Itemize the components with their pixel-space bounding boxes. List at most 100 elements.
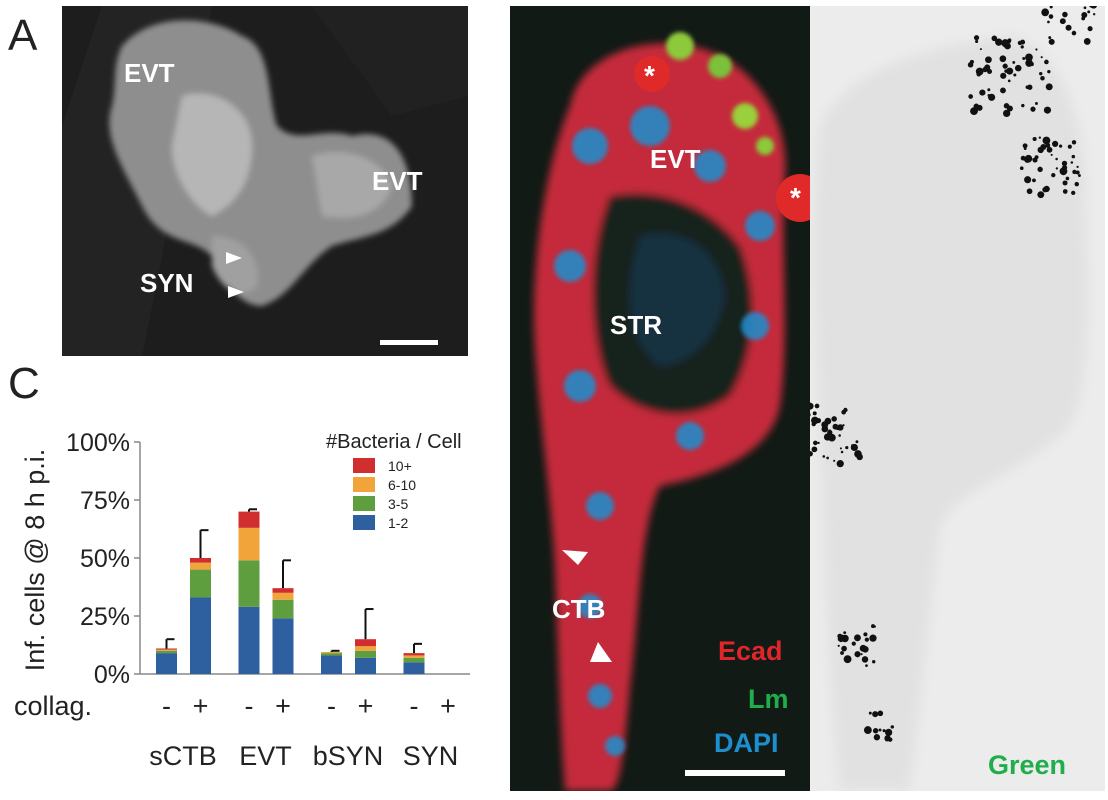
bar-segment-6-10 — [156, 649, 177, 651]
puncta — [885, 728, 893, 737]
bar-segment-10+ — [190, 558, 211, 563]
puncta — [1065, 24, 1072, 31]
puncta — [1000, 72, 1007, 79]
bar-segment-3-5 — [403, 657, 425, 663]
puncta — [1043, 106, 1052, 114]
puncta — [975, 39, 979, 44]
puncta — [841, 645, 847, 652]
puncta — [885, 739, 888, 742]
puncta — [1049, 6, 1053, 9]
puncta — [839, 447, 842, 450]
puncta — [826, 456, 829, 460]
label-evt-right: EVT — [372, 166, 423, 196]
puncta — [979, 89, 986, 96]
puncta — [1062, 189, 1068, 194]
puncta — [995, 38, 1003, 46]
puncta — [871, 624, 875, 629]
puncta — [813, 440, 818, 446]
y-tick-label: 100% — [66, 429, 130, 457]
bar-segment-10+ — [156, 648, 177, 650]
puncta — [1087, 10, 1091, 14]
puncta — [1074, 181, 1079, 187]
puncta — [811, 416, 819, 425]
puncta — [1041, 8, 1050, 17]
y-tick-label: 0% — [94, 661, 130, 689]
bar-segment-1-2 — [272, 618, 294, 674]
legend-swatch — [353, 458, 375, 473]
scale-bar — [380, 340, 438, 345]
puncta — [1050, 153, 1053, 156]
group-label: sCTB — [149, 741, 217, 771]
puncta — [1051, 140, 1059, 148]
puncta — [831, 416, 837, 422]
puncta — [1026, 188, 1033, 195]
x-axis-labels: - + - + - + - +sCTB EVT bSYN SYN — [149, 691, 458, 771]
puncta — [837, 424, 844, 431]
puncta — [827, 429, 833, 436]
puncta — [1071, 30, 1077, 36]
collag-label: collag. — [14, 691, 92, 721]
legend-swatch — [353, 515, 375, 530]
puncta — [843, 631, 847, 635]
bar-segment-10+ — [238, 511, 260, 528]
bar-segment-1-2 — [403, 662, 425, 674]
puncta — [1012, 60, 1016, 64]
y-tick-label: 50% — [80, 545, 130, 573]
bar-segment-6-10 — [355, 646, 376, 651]
legend: #Bacteria / Cell 10+ 6-10 3-5 1-2 — [326, 431, 462, 531]
puncta — [840, 450, 844, 454]
puncta — [1065, 176, 1070, 181]
puncta — [872, 728, 879, 734]
collag-sign: + — [358, 691, 374, 721]
puncta — [839, 638, 843, 643]
puncta — [854, 450, 862, 458]
puncta — [1062, 11, 1068, 18]
puncta — [1040, 56, 1043, 59]
puncta — [1025, 85, 1030, 89]
green-channel-image — [810, 6, 1105, 791]
bar-segment-3-5 — [156, 650, 177, 654]
panel-b-image — [510, 6, 810, 791]
puncta — [1007, 79, 1011, 83]
legend-label: 3-5 — [388, 496, 408, 512]
y-tick-label: 75% — [80, 487, 130, 515]
legend-label: 6-10 — [388, 477, 416, 493]
puncta — [1070, 161, 1074, 164]
puncta — [868, 711, 872, 715]
puncta — [1048, 14, 1054, 19]
collag-sign: - — [162, 691, 171, 721]
puncta — [860, 653, 863, 656]
puncta — [1093, 13, 1096, 16]
legend-label: 10+ — [388, 458, 412, 474]
bar-segment-3-5 — [238, 560, 260, 607]
panel-a-letter: A — [8, 11, 38, 60]
puncta — [1072, 169, 1077, 175]
bar-segment-1-2 — [190, 597, 211, 674]
puncta — [1032, 158, 1035, 161]
puncta — [1083, 38, 1091, 45]
puncta — [854, 634, 861, 642]
y-axis-label: Inf. cells @ 8 h p.i. — [20, 449, 50, 672]
puncta — [1055, 157, 1058, 161]
puncta — [1044, 59, 1049, 65]
bar-segment-6-10 — [272, 592, 294, 600]
puncta — [1042, 186, 1048, 193]
puncta — [1077, 174, 1081, 177]
puncta — [811, 446, 818, 453]
puncta — [878, 711, 881, 715]
puncta — [1051, 172, 1056, 178]
puncta — [1055, 167, 1059, 170]
bar-segment-10+ — [403, 653, 425, 656]
puncta — [1045, 83, 1053, 91]
puncta — [810, 404, 812, 410]
puncta — [872, 660, 876, 664]
puncta — [851, 641, 856, 646]
puncta — [976, 71, 981, 77]
puncta — [1047, 69, 1051, 74]
puncta — [1071, 154, 1076, 159]
puncta — [1040, 75, 1045, 81]
puncta — [1039, 71, 1043, 76]
label-evt: EVT — [650, 144, 701, 174]
puncta — [821, 425, 829, 433]
puncta — [1032, 137, 1037, 142]
